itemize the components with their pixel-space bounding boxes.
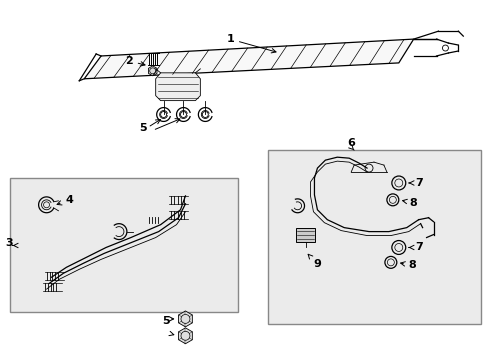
Text: 4: 4	[57, 195, 73, 205]
Text: 9: 9	[307, 254, 321, 269]
Text: 8: 8	[402, 198, 417, 208]
Polygon shape	[178, 311, 192, 327]
Text: 2: 2	[125, 56, 145, 66]
Polygon shape	[148, 66, 157, 76]
Polygon shape	[84, 39, 413, 79]
Text: 5: 5	[163, 316, 170, 326]
Text: 1: 1	[226, 34, 275, 53]
Polygon shape	[178, 328, 192, 344]
Text: 8: 8	[400, 260, 416, 270]
Text: 7: 7	[408, 243, 422, 252]
Text: 3: 3	[5, 238, 13, 248]
Text: 6: 6	[346, 138, 354, 148]
Bar	[10, 178, 238, 312]
Bar	[267, 150, 480, 324]
Text: 5: 5	[139, 123, 146, 134]
Polygon shape	[155, 73, 200, 100]
Bar	[295, 228, 315, 242]
Text: 7: 7	[408, 178, 422, 188]
